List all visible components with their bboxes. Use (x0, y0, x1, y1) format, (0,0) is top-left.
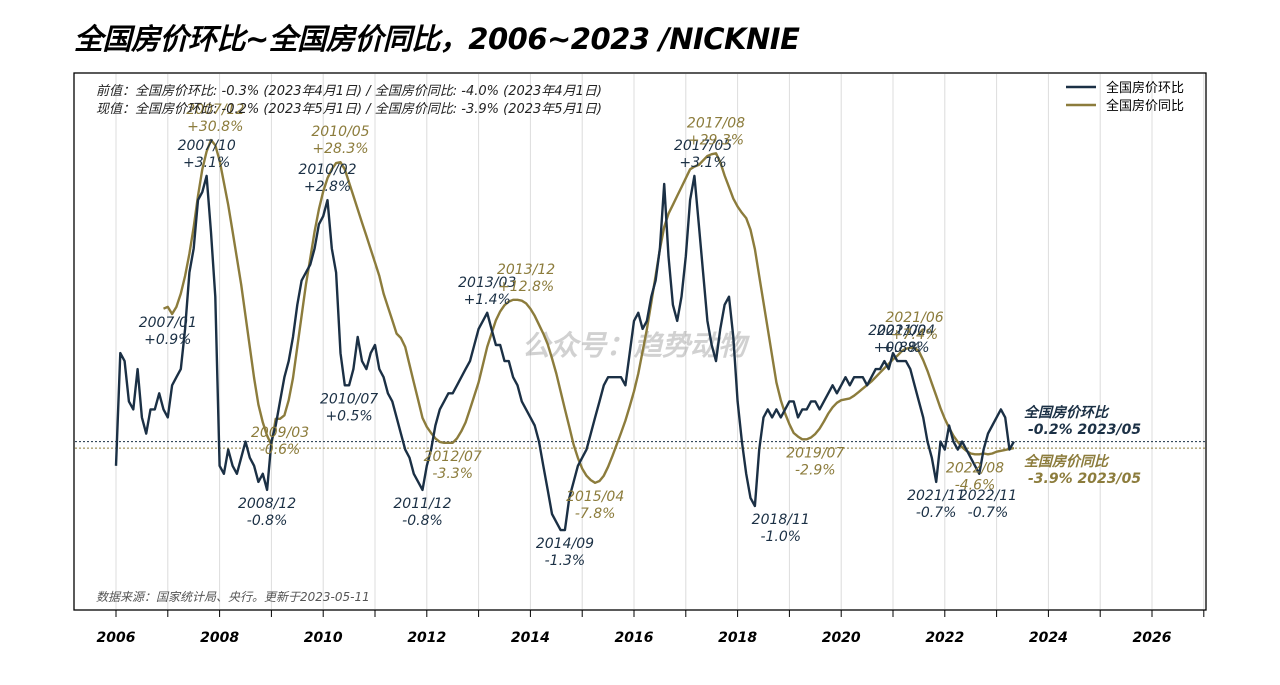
annotation-label: 2022/11 (959, 488, 1017, 504)
series-line-yoy (163, 138, 1015, 484)
annotation-label: 2013/12 (497, 262, 555, 278)
x-tick-label: 2014 (511, 630, 550, 646)
annotation-label: +3.1% (679, 155, 726, 171)
annotation-label: 2007/12 (186, 102, 244, 118)
annotation-label: 2021/02 (868, 323, 926, 339)
x-tick-label: 2022 (925, 630, 964, 646)
plot-frame (73, 72, 1207, 611)
annotation-label: 2018/11 (752, 512, 810, 528)
annotation-label: -1.3% (545, 553, 586, 569)
annotation-label: +0.8% (882, 340, 929, 356)
annotation-label: +2.8% (304, 179, 351, 195)
series-lines (114, 138, 1015, 532)
annotation-label: -4.6% (955, 477, 996, 493)
annotation-label: 2022/08 (946, 460, 1004, 476)
end-labels: 全国房价环比-0.2% 2023/05 全国房价同比-3.9% 2023/05 (1024, 404, 1141, 487)
end-label-mom: -0.2% 2023/05 (1028, 422, 1141, 438)
annotation-label: +12.8% (498, 279, 554, 295)
annotation-label: +1.4% (464, 292, 511, 308)
x-tick-label: 2026 (1133, 630, 1172, 646)
annotation-label: 2012/07 (424, 449, 482, 465)
x-tick-label: 2010 (304, 630, 343, 646)
annotation-label: +7.4% (891, 327, 938, 343)
annotation-label: +28.3% (312, 141, 368, 157)
annotation-label: 2014/09 (536, 536, 594, 552)
chart-title: 全国房价环比~全国房价同比，2006~2023 /NICKNIE (74, 22, 800, 56)
current-value-line: 现值：全国房价环比: -0.2% (2023年5月1日) / 全国房价同比: -… (96, 101, 602, 117)
series-line-mom (114, 174, 1015, 532)
annotation-label: -0.6% (260, 442, 301, 458)
annotation-label: 2010/07 (320, 391, 378, 407)
annotation-label: 2010/02 (298, 162, 356, 178)
end-label-mom: 全国房价环比 (1024, 404, 1110, 421)
annotation-label: 2017/08 (687, 115, 745, 131)
annotation-label: -2.9% (795, 462, 836, 478)
x-tick-label: 2008 (200, 630, 239, 646)
x-tick-label: 2016 (615, 630, 654, 646)
data-source-note: 数据来源：国家统计局、央行。更新于2023-05-11 (96, 590, 370, 604)
legend-label-mom: 全国房价环比 (1106, 80, 1184, 96)
x-tick-label: 2020 (822, 630, 861, 646)
annotation-label: -1.0% (760, 529, 801, 545)
annotation-label: +0.5% (325, 408, 372, 424)
annotation-label: 2021/04 (877, 323, 935, 339)
annotation-label: 2008/12 (238, 496, 296, 512)
end-label-yoy: 全国房价同比 (1024, 453, 1110, 470)
annotation-label: -0.8% (402, 513, 443, 529)
x-tick-label: 2012 (407, 630, 446, 646)
annotation-label: -7.8% (575, 506, 616, 522)
annotation-label: -0.7% (968, 505, 1009, 521)
annotation-label: 2007/10 (178, 138, 236, 154)
annotation-label: 2010/05 (311, 124, 369, 140)
annotation-label: +30.8% (187, 119, 243, 135)
annotation-label: +3.1% (183, 155, 230, 171)
annotation-label: 2009/03 (251, 425, 309, 441)
annotation-label: +0.9% (144, 332, 191, 348)
annotation-label: 2017/05 (674, 138, 732, 154)
annotation-label: -0.8% (247, 513, 288, 529)
annotation-label: 2021/06 (885, 310, 943, 326)
annotation-label: -0.7% (916, 505, 957, 521)
x-tick-label: 2024 (1029, 630, 1068, 646)
x-tick-label: 2006 (97, 630, 136, 646)
annotation-label: 2015/04 (566, 489, 624, 505)
x-tick-label: 2018 (718, 630, 757, 646)
x-axis: 2006 2008 2010 2012 2014 2016 2018 2020 2022 2024… (97, 610, 1205, 646)
annotation-label: 2007/01 (139, 315, 197, 331)
reference-lines (75, 441, 1205, 449)
annotation-label: 2021/11 (907, 488, 965, 504)
annotation-label: 2013/03 (458, 275, 516, 291)
annotation-label: +29.3% (688, 132, 744, 148)
previous-value-line: 前值：全国房价环比: -0.3% (2023年4月1日) / 全国房价同比: -… (96, 83, 602, 99)
end-label-yoy: -3.9% 2023/05 (1028, 471, 1141, 487)
annotations: 2007/01+0.9%2007/10+3.1%2008/12-0.8%2010… (139, 102, 1017, 569)
annotation-label: -3.3% (432, 466, 473, 482)
annotation-label: +0.8% (874, 340, 921, 356)
annotation-label: 2011/12 (393, 496, 451, 512)
annotation-label: 2019/07 (786, 445, 844, 461)
legend-label-yoy: 全国房价同比 (1106, 98, 1184, 114)
